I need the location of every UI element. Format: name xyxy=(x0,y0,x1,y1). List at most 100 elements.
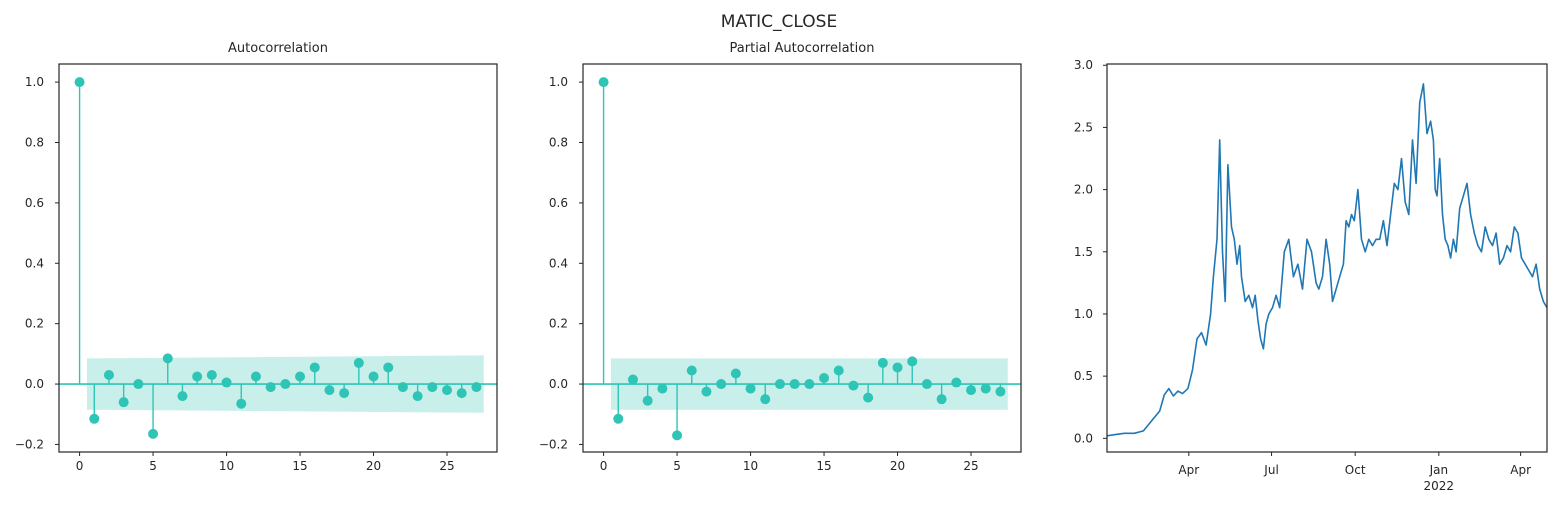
pacf-marker-lag-16 xyxy=(834,365,844,375)
acf-x-tick-label: 5 xyxy=(149,459,157,473)
pacf-marker-lag-8 xyxy=(716,379,726,389)
price-y-tick-label: 0.5 xyxy=(1074,369,1093,383)
pacf-marker-lag-20 xyxy=(893,362,903,372)
acf-marker-lag-2 xyxy=(104,370,114,380)
pacf-marker-lag-26 xyxy=(981,384,991,394)
acf-marker-lag-6 xyxy=(163,353,173,363)
pacf-y-tick-label: 0.6 xyxy=(549,196,568,210)
price-y-axis: 0.0 0.5 1.0 1.5 2.0 2.5 3.0 xyxy=(1074,58,1107,445)
pacf-marker-lag-18 xyxy=(863,393,873,403)
price-x-tick-label: Apr xyxy=(1510,463,1531,477)
pacf-marker-lag-3 xyxy=(643,396,653,406)
acf-marker-lag-16 xyxy=(310,362,320,372)
acf-marker-lag-7 xyxy=(177,391,187,401)
acf-marker-lag-4 xyxy=(133,379,143,389)
price-x-tick-label: Oct xyxy=(1345,463,1366,477)
price-y-tick-label: 1.0 xyxy=(1074,307,1093,321)
price-x-tick-label: Jan xyxy=(1429,463,1449,477)
pacf-y-tick-label: 1.0 xyxy=(549,75,568,89)
pacf-marker-lag-19 xyxy=(878,358,888,368)
acf-marker-lag-25 xyxy=(442,385,452,395)
acf-y-tick-label: 1.0 xyxy=(25,75,44,89)
pacf-x-tick-label: 25 xyxy=(963,459,978,473)
acf-title: Autocorrelation xyxy=(228,41,328,56)
acf-subplot: Autocorrelation 0 5 10 15 20 25 −0.2 0.0 0.2 0.4… xyxy=(15,41,497,473)
acf-marker-lag-3 xyxy=(119,397,129,407)
price-y-tick-label: 3.0 xyxy=(1074,58,1093,72)
pacf-y-tick-label: 0.2 xyxy=(549,317,568,331)
pacf-marker-lag-27 xyxy=(995,387,1005,397)
acf-y-tick-label: 0.0 xyxy=(25,377,44,391)
pacf-marker-lag-4 xyxy=(657,384,667,394)
acf-marker-lag-23 xyxy=(413,391,423,401)
pacf-marker-lag-14 xyxy=(804,379,814,389)
acf-y-tick-label: −0.2 xyxy=(15,437,44,451)
acf-x-tick-label: 20 xyxy=(366,459,381,473)
acf-y-axis: −0.2 0.0 0.2 0.4 0.6 0.8 1.0 xyxy=(15,75,59,451)
pacf-marker-lag-22 xyxy=(922,379,932,389)
acf-marker-lag-15 xyxy=(295,372,305,382)
acf-y-tick-label: 0.6 xyxy=(25,196,44,210)
pacf-marker-lag-1 xyxy=(613,414,623,424)
acf-marker-lag-26 xyxy=(457,388,467,398)
price-series-line xyxy=(1107,84,1547,436)
pacf-marker-lag-21 xyxy=(907,356,917,366)
figure-suptitle: MATIC_CLOSE xyxy=(721,12,837,32)
pacf-x-axis: 0 5 10 15 20 25 xyxy=(600,452,979,473)
price-y-tick-label: 2.5 xyxy=(1074,120,1093,134)
pacf-marker-lag-5 xyxy=(672,430,682,440)
pacf-marker-lag-24 xyxy=(951,378,961,388)
pacf-marker-lag-7 xyxy=(701,387,711,397)
pacf-y-tick-label: −0.2 xyxy=(539,437,568,451)
pacf-x-tick-label: 0 xyxy=(600,459,608,473)
acf-marker-lag-21 xyxy=(383,362,393,372)
price-subplot: Apr Jul Oct Jan 2022 Apr 0.0 0.5 1.0 1.5 2.0 2.5 3.… xyxy=(1074,58,1547,493)
price-y-tick-label: 0.0 xyxy=(1074,431,1093,445)
pacf-title: Partial Autocorrelation xyxy=(730,41,875,56)
pacf-subplot: Partial Autocorrelation 0 5 10 15 20 25 −0.2 0… xyxy=(539,41,1021,473)
acf-marker-lag-18 xyxy=(339,388,349,398)
acf-marker-lag-14 xyxy=(280,379,290,389)
acf-marker-lag-11 xyxy=(236,399,246,409)
pacf-y-tick-label: 0.0 xyxy=(549,377,568,391)
pacf-y-tick-label: 0.8 xyxy=(549,136,568,150)
acf-x-tick-label: 25 xyxy=(439,459,454,473)
price-y-tick-label: 1.5 xyxy=(1074,245,1093,259)
pacf-marker-lag-25 xyxy=(966,385,976,395)
acf-marker-lag-10 xyxy=(222,378,232,388)
price-x-tick-label: Apr xyxy=(1178,463,1199,477)
acf-marker-lag-1 xyxy=(89,414,99,424)
price-x-axis: Apr Jul Oct Jan 2022 Apr xyxy=(1178,452,1531,493)
acf-x-tick-label: 15 xyxy=(292,459,307,473)
pacf-x-tick-label: 5 xyxy=(673,459,681,473)
price-plot-frame xyxy=(1107,64,1547,452)
price-series xyxy=(1107,84,1547,436)
acf-marker-lag-17 xyxy=(324,385,334,395)
acf-marker-lag-5 xyxy=(148,429,158,439)
pacf-marker-lag-10 xyxy=(746,384,756,394)
acf-marker-lag-20 xyxy=(369,372,379,382)
pacf-y-axis: −0.2 0.0 0.2 0.4 0.6 0.8 1.0 xyxy=(539,75,583,451)
acf-x-axis: 0 5 10 15 20 25 xyxy=(76,452,455,473)
pacf-marker-lag-2 xyxy=(628,375,638,385)
pacf-y-tick-label: 0.4 xyxy=(549,256,568,270)
acf-marker-lag-13 xyxy=(266,382,276,392)
pacf-marker-lag-6 xyxy=(687,365,697,375)
pacf-marker-lag-23 xyxy=(937,394,947,404)
acf-y-tick-label: 0.4 xyxy=(25,256,44,270)
acf-y-tick-label: 0.8 xyxy=(25,136,44,150)
pacf-marker-lag-0 xyxy=(599,77,609,87)
acf-marker-lag-8 xyxy=(192,372,202,382)
price-y-tick-label: 2.0 xyxy=(1074,183,1093,197)
acf-marker-lag-9 xyxy=(207,370,217,380)
price-x-tick-year-label: 2022 xyxy=(1424,479,1455,493)
acf-marker-lag-12 xyxy=(251,372,261,382)
pacf-marker-lag-15 xyxy=(819,373,829,383)
pacf-x-tick-label: 15 xyxy=(816,459,831,473)
pacf-x-tick-label: 20 xyxy=(890,459,905,473)
acf-x-tick-label: 10 xyxy=(219,459,234,473)
pacf-marker-lag-13 xyxy=(790,379,800,389)
acf-y-tick-label: 0.2 xyxy=(25,317,44,331)
pacf-marker-lag-12 xyxy=(775,379,785,389)
